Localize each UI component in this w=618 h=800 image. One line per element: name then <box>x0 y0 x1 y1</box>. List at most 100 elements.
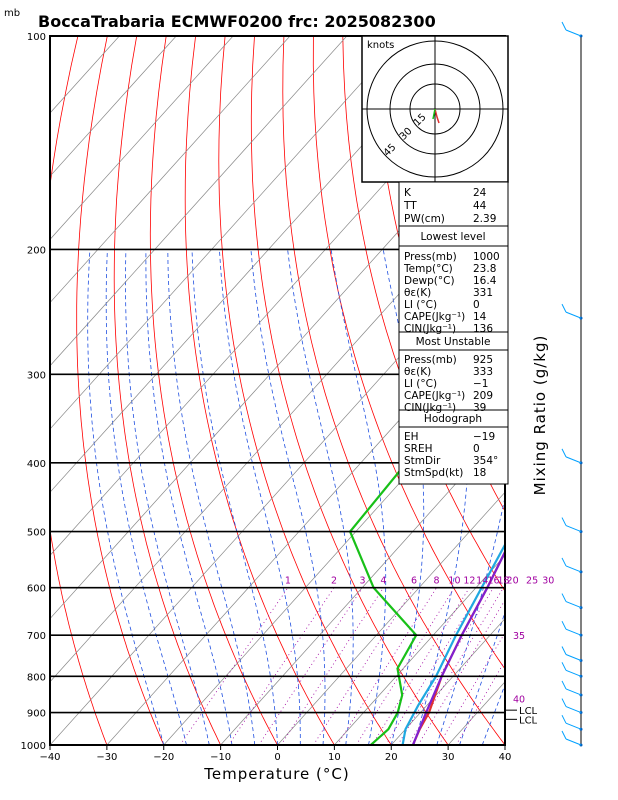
y-tick-label: 900 <box>27 709 46 720</box>
dry-adiabat <box>76 36 165 745</box>
mixing-ratio-line <box>455 660 505 745</box>
right-annotation: 35 <box>513 631 525 642</box>
stat-label: θε(K) <box>404 366 431 378</box>
wind-barb <box>561 593 567 602</box>
y-tick-label: 300 <box>27 370 46 381</box>
k-label: K <box>404 187 412 199</box>
isotherm <box>50 36 120 114</box>
mixing-ratio-label: 6 <box>411 576 417 587</box>
units-top: mb <box>4 8 20 19</box>
x-axis-label: Temperature (°C) <box>203 765 349 783</box>
hodograph-trace <box>434 108 440 124</box>
most-unstable-rows: Press(mb) 925 θε(K) 333 LI (°C) −1 CAPE(Jkg⁻¹)… <box>404 354 493 414</box>
mixing-ratio-line <box>179 587 289 745</box>
moist-adiabat <box>219 249 301 745</box>
most-unstable-header: Most Unstable <box>416 336 491 348</box>
wind-barb <box>561 730 567 740</box>
mixing-ratio-label: 30 <box>542 576 554 587</box>
mixing-ratio-label: 18 <box>497 576 509 587</box>
y-tick-label: 200 <box>27 245 46 256</box>
mixing-ratio-label: 20 <box>507 576 519 587</box>
wind-barb <box>561 680 567 690</box>
stat-label: LI (°C) <box>404 378 437 390</box>
x-tick-label: −20 <box>153 752 174 763</box>
stat-label: LI (°C) <box>404 299 437 311</box>
wind-barb <box>565 722 582 730</box>
wind-barb <box>565 311 582 319</box>
hodograph-units: knots <box>367 40 394 51</box>
isotherm <box>50 36 234 240</box>
dry-adiabat <box>250 36 449 745</box>
stat-label: CIN(Jkg⁻¹) <box>404 323 456 335</box>
right-annotation: 40 <box>513 695 525 706</box>
chart-title: BoccaTrabaria ECMWF0200 frc: 2025082300 <box>38 12 436 31</box>
wind-barb <box>565 601 582 609</box>
lcl-label: LCL <box>519 706 538 717</box>
mixing-ratio-label: 25 <box>526 576 538 587</box>
y-tick-label: 100 <box>27 32 46 43</box>
dry-adiabat <box>342 36 505 593</box>
isotherm <box>277 491 505 745</box>
stats-table: K 24 TT 44 PW(cm) 2.39 Lowest level Pres… <box>398 181 509 485</box>
stat-value: −1 <box>473 378 488 390</box>
x-tick-label: 30 <box>442 752 455 763</box>
stat-label: θε(K) <box>404 287 431 299</box>
hodograph-stats-header: Hodograph <box>424 413 482 425</box>
wind-barb <box>565 688 582 696</box>
wind-barb <box>565 565 582 573</box>
stat-label: StmDir <box>404 455 441 467</box>
stat-value: 14 <box>473 311 487 323</box>
wind-barb <box>565 738 582 746</box>
x-tick-label: 20 <box>385 752 398 763</box>
moist-adiabat <box>191 249 278 745</box>
mixing-ratio-label: 8 <box>434 576 440 587</box>
stats-frame <box>398 181 509 485</box>
y-tick-label: 1000 <box>21 741 46 752</box>
wind-barb <box>561 21 567 31</box>
mixing-ratio-line <box>438 632 505 745</box>
mixing-ratio-line <box>228 587 335 745</box>
x-tick-label: 10 <box>328 752 341 763</box>
hodograph-stats-rows: EH −19 SREH 0 StmDir 354° StmSpd(kt) 18 <box>404 431 498 479</box>
sounding-line <box>348 370 505 745</box>
x-tick-label: −40 <box>39 752 60 763</box>
k-value: 24 <box>473 187 487 199</box>
side-label: Mixing Ratio (g/kg) <box>531 335 549 496</box>
mixing-ratio-label: 14 <box>476 576 488 587</box>
stat-label: Dewp(°C) <box>404 275 455 287</box>
stat-value: 16.4 <box>473 275 497 287</box>
wind-barb <box>561 557 567 567</box>
dry-adiabat <box>218 36 392 745</box>
x-tick-label: 40 <box>499 752 512 763</box>
wind-barb <box>565 628 582 636</box>
moist-adiabat <box>504 743 505 745</box>
stat-value: −19 <box>473 431 495 443</box>
moist-adiabat <box>287 249 354 745</box>
mixing-ratio-label: 4 <box>380 576 386 587</box>
lowest-level-header: Lowest level <box>420 231 485 243</box>
wind-barb <box>565 669 582 677</box>
isotherm <box>390 618 505 745</box>
sounding-line <box>411 549 505 745</box>
moist-adiabat <box>167 249 256 745</box>
hodograph-trace <box>432 108 436 120</box>
stat-label: StmSpd(kt) <box>404 467 463 479</box>
wind-barb <box>565 654 582 661</box>
stat-value: 0 <box>473 299 480 311</box>
isotherm <box>220 428 505 745</box>
stat-value: 1000 <box>473 251 500 263</box>
wind-barb <box>565 525 582 533</box>
wind-barb <box>561 517 567 526</box>
moist-adiabat <box>330 249 387 745</box>
stat-value: 354° <box>473 455 498 467</box>
stat-label: EH <box>404 431 419 443</box>
wind-barb <box>565 29 582 37</box>
lcl-label: LCL <box>519 715 538 726</box>
isotherm <box>50 175 505 683</box>
dry-adiabat <box>50 36 108 745</box>
x-tick-label: 0 <box>274 752 280 763</box>
dry-adiabat <box>282 36 505 745</box>
wind-barb <box>561 714 567 724</box>
stat-label: CAPE(Jkg⁻¹) <box>404 311 465 323</box>
dry-adiabat <box>184 36 335 745</box>
